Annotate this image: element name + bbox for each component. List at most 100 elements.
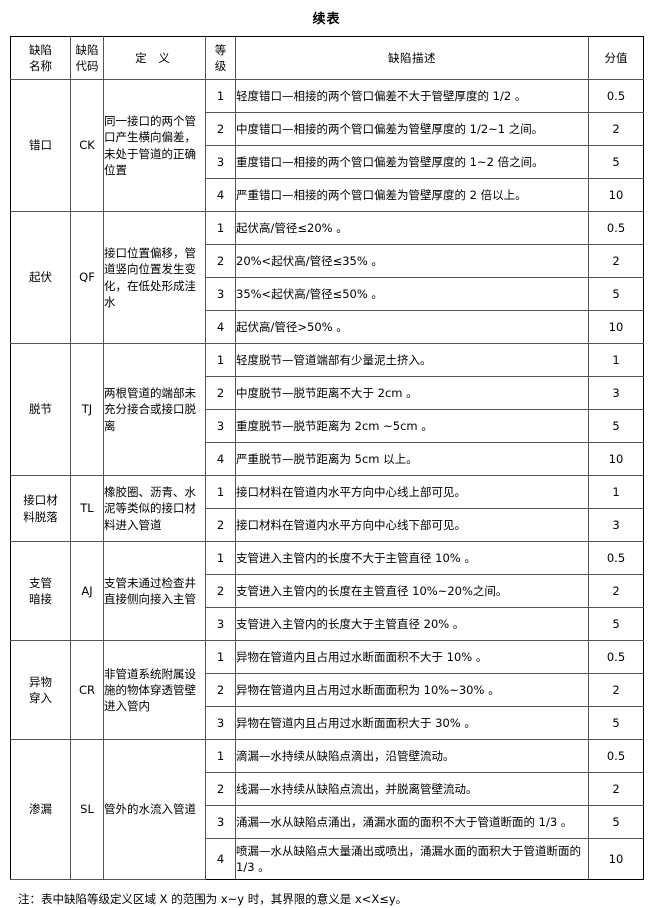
cell-grade: 2	[205, 673, 236, 707]
cell-description: 35%<起伏高/管径≤50% 。	[235, 277, 589, 311]
cell-score: 5	[588, 805, 644, 839]
cell-grade: 2	[205, 508, 236, 542]
cell-description: 轻度错口—相接的两个管口偏差不大于管壁厚度的 1/2 。	[235, 79, 589, 113]
cell-score: 2	[588, 772, 644, 806]
column-header-grade: 等 级	[205, 36, 236, 80]
defect-name-line-1: 异物	[29, 674, 52, 689]
cell-score: 0.5	[588, 739, 644, 773]
cell-description: 20%<起伏高/管径≤35% 。	[235, 244, 589, 278]
cell-description: 喷漏—水从缺陷点大量涌出或喷出，涌漏水面的面积大于管道断面的 1/3 。	[235, 838, 589, 880]
cell-defect-code: SL	[70, 739, 104, 880]
cell-description: 严重错口—相接的两个管口偏差为管壁厚度的 2 倍以上。	[235, 178, 589, 212]
table-row: 2 接口材料在管道内水平方向中心线下部可见。 3	[11, 508, 644, 542]
defect-grading-table: 缺陷 名称 缺陷 代码 定 义 等 级 缺陷描述 分值 错口 CK 同一接口的两个管…	[10, 36, 644, 880]
table-row: 渗漏 SL 管外的水流入管道 1 滴漏—水持续从缺陷点滴出，沿管壁流动。 0.5	[10, 739, 644, 880]
cell-defect-name: 异物 穿入	[10, 640, 71, 740]
cell-score: 1	[588, 475, 644, 509]
cell-grade: 3	[205, 145, 236, 179]
cell-score: 5	[588, 607, 644, 641]
cell-defect-name: 接口材 料脱落	[10, 475, 71, 542]
cell-score: 0.5	[588, 79, 644, 113]
cell-grade: 3	[205, 706, 236, 740]
cell-grade: 4	[205, 442, 236, 476]
table-row: 3 涌漏—水从缺陷点涌出，涌漏水面的面积不大于管道断面的 1/3 。 5	[11, 805, 644, 839]
defect-name-line-1: 起伏	[29, 270, 52, 285]
cell-defect-name: 渗漏	[10, 739, 71, 880]
cell-score: 0.5	[588, 640, 644, 674]
cell-defect-code: TJ	[70, 343, 104, 476]
cell-description: 严重脱节—脱节距离为 5cm 以上。	[235, 442, 589, 476]
cell-description: 异物在管道内且占用过水断面面积不大于 10% 。	[235, 640, 589, 674]
table-row: 3 重度错口—相接的两个管口偏差为管壁厚度的 1~2 倍之间。 5	[11, 145, 644, 179]
cell-defect-name: 起伏	[10, 211, 71, 344]
cell-description: 涌漏—水从缺陷点涌出，涌漏水面的面积不大于管道断面的 1/3 。	[235, 805, 589, 839]
header-line-1: 缺陷	[75, 42, 99, 57]
table-body: 错口 CK 同一接口的两个管口产生横向偏差，未处于管道的正确位置 1 轻度错口—相接的两…	[10, 79, 644, 880]
cell-score: 10	[588, 838, 644, 880]
cell-score: 5	[588, 706, 644, 740]
cell-description: 线漏—水持续从缺陷点流出，并脱离管壁流动。	[235, 772, 589, 806]
cell-score: 2	[588, 574, 644, 608]
cell-grade: 2	[205, 112, 236, 146]
cell-grade: 2	[205, 244, 236, 278]
defect-name-line-1: 错口	[29, 138, 52, 153]
cell-score: 5	[588, 277, 644, 311]
table-row: 4 严重脱节—脱节距离为 5cm 以上。 10	[11, 442, 644, 476]
cell-definition: 支管未通过检查井直接侧向接入主管	[103, 541, 206, 641]
header-line-2: 代码	[75, 59, 99, 73]
cell-definition: 接口位置偏移，管道竖向位置发生变化，在低处形成洼水	[103, 211, 206, 344]
defect-name-line-1: 支管	[29, 575, 52, 590]
cell-grade: 4	[205, 310, 236, 344]
cell-score: 3	[588, 508, 644, 542]
column-header-defect-code: 缺陷 代码	[70, 36, 104, 80]
cell-description: 异物在管道内且占用过水断面面积为 10%~30% 。	[235, 673, 589, 707]
table-row: 3 支管进入主管内的长度大于主管直径 20% 。 5	[11, 607, 644, 641]
cell-score: 3	[588, 376, 644, 410]
cell-description: 中度脱节—脱节距离不大于 2cm 。	[235, 376, 589, 410]
cell-grade: 1	[205, 211, 236, 245]
cell-score: 0.5	[588, 541, 644, 575]
cell-description: 接口材料在管道内水平方向中心线下部可见。	[235, 508, 589, 542]
cell-description: 重度错口—相接的两个管口偏差为管壁厚度的 1~2 倍之间。	[235, 145, 589, 179]
cell-score: 0.5	[588, 211, 644, 245]
header-line-1: 等	[214, 42, 227, 57]
table-row: 4 喷漏—水从缺陷点大量涌出或喷出，涌漏水面的面积大于管道断面的 1/3 。 10	[11, 838, 644, 880]
header-row: 缺陷 名称 缺陷 代码 定 义 等 级 缺陷描述 分值	[10, 36, 644, 80]
cell-description: 支管进入主管内的长度大于主管直径 20% 。	[235, 607, 589, 641]
defect-name-line-1: 渗漏	[29, 802, 52, 817]
table-row: 4 严重错口—相接的两个管口偏差为管壁厚度的 2 倍以上。 10	[11, 178, 644, 212]
cell-grade: 2	[205, 772, 236, 806]
cell-grade: 1	[205, 541, 236, 575]
cell-definition: 管外的水流入管道	[103, 739, 206, 880]
cell-score: 10	[588, 310, 644, 344]
table-row: 接口材 料脱落 TL 橡胶圈、沥青、水泥等类似的接口材料进入管道 1 接口材料在管道内水平…	[10, 475, 644, 542]
table-note: 注：表中缺陷等级定义区域 X 的范围为 x~y 时，其界限的意义是 x<X≤y。	[18, 892, 408, 906]
table-row: 2 中度脱节—脱节距离不大于 2cm 。 3	[11, 376, 644, 410]
defect-name-line-2: 穿入	[29, 691, 52, 705]
table-row: 3 重度脱节—脱节距离为 2cm ~5cm 。 5	[11, 409, 644, 443]
cell-defect-code: QF	[70, 211, 104, 344]
cell-grade: 4	[205, 178, 236, 212]
column-header-definition: 定 义	[103, 36, 206, 80]
cell-score: 2	[588, 244, 644, 278]
header-line-2: 级	[214, 59, 227, 73]
cell-score: 10	[588, 442, 644, 476]
cell-description: 起伏高/管径≤20% 。	[235, 211, 589, 245]
cell-definition: 橡胶圈、沥青、水泥等类似的接口材料进入管道	[103, 475, 206, 542]
cell-grade: 1	[205, 475, 236, 509]
cell-description: 起伏高/管径>50% 。	[235, 310, 589, 344]
cell-defect-name: 错口	[10, 79, 71, 212]
cell-score: 5	[588, 145, 644, 179]
cell-grade: 1	[205, 343, 236, 377]
column-header-score: 分值	[588, 36, 644, 80]
cell-definition: 非管道系统附属设施的物体穿透管壁进入管内	[103, 640, 206, 740]
defect-name-line-2: 暗接	[29, 592, 52, 606]
table-row: 错口 CK 同一接口的两个管口产生横向偏差，未处于管道的正确位置 1 轻度错口—相接的两…	[10, 79, 644, 212]
cell-score: 2	[588, 112, 644, 146]
cell-description: 异物在管道内且占用过水断面面积大于 30% 。	[235, 706, 589, 740]
table-row: 起伏 QF 接口位置偏移，管道竖向位置发生变化，在低处形成洼水 1 起伏高/管径≤20%…	[10, 211, 644, 344]
cell-defect-code: TL	[70, 475, 104, 542]
cell-defect-code: CK	[70, 79, 104, 212]
cell-definition: 同一接口的两个管口产生横向偏差，未处于管道的正确位置	[103, 79, 206, 212]
table-row: 2 异物在管道内且占用过水断面面积为 10%~30% 。 2	[11, 673, 644, 707]
